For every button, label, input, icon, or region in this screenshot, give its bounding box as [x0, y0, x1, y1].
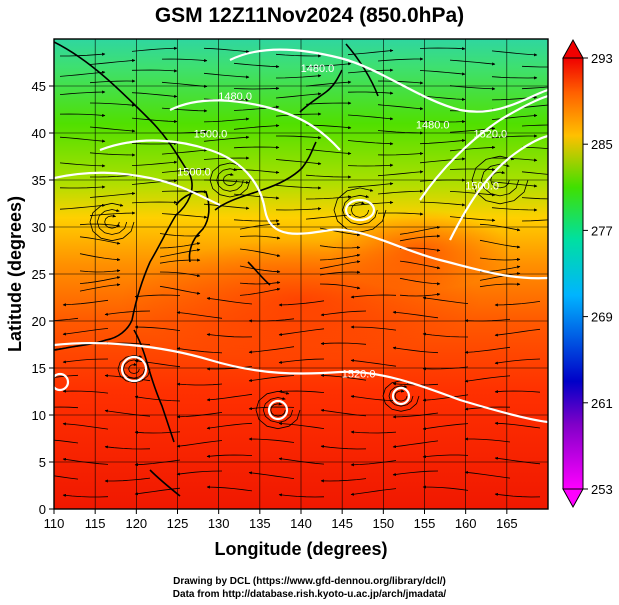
y-tick-label: 5 — [39, 455, 46, 470]
y-tick-label: 40 — [32, 126, 46, 141]
x-tick-label: 160 — [455, 516, 477, 531]
contour-label: 1500.0 — [194, 129, 228, 141]
colorbar-ticks: 253 261 269 277 285 293 — [583, 51, 613, 497]
x-axis-ticks: 110 115 120 125 130 135 140 145 150 155 160 165 — [44, 509, 518, 531]
y-tick-label: 10 — [32, 408, 46, 423]
colorbar-tick-label: 293 — [591, 51, 613, 66]
credit-drawing: Drawing by DCL (https://www.gfd-dennou.o… — [173, 576, 446, 587]
x-tick-label: 110 — [44, 516, 65, 531]
graticule — [54, 39, 548, 509]
y-tick-label: 20 — [32, 314, 46, 329]
x-tick-label: 130 — [208, 516, 230, 531]
contour-label: 1480.0 — [301, 63, 335, 75]
contour-labels: 1480.0 1480.0 1480.0 1500.0 1520.0 1500.0 1500… — [177, 63, 508, 380]
y-axis-ticks: 0 5 10 15 20 25 30 35 40 45 — [32, 79, 54, 517]
map-title: GSM 12Z11Nov2024 (850.0hPa) — [154, 4, 465, 27]
colorbar-bottom-cap — [562, 488, 584, 509]
y-tick-label: 0 — [39, 502, 46, 517]
colorbar-tick-label: 269 — [591, 310, 613, 325]
x-tick-label: 120 — [125, 516, 147, 531]
contour-label: 1500.0 — [177, 166, 211, 178]
x-tick-label: 115 — [85, 516, 106, 531]
x-tick-label: 125 — [167, 516, 189, 531]
colorbar-tick-label: 261 — [591, 396, 613, 411]
colorbar-tick-label: 253 — [591, 482, 613, 497]
colorbar-top-cap — [562, 38, 584, 59]
contour-label: 1480.0 — [416, 119, 450, 131]
x-axis-title: Longitude (degrees) — [214, 539, 387, 559]
x-tick-label: 135 — [249, 516, 271, 531]
y-axis-title: Latitude (degrees) — [5, 196, 25, 352]
y-tick-label: 15 — [32, 361, 46, 376]
y-tick-label: 25 — [32, 267, 46, 282]
height-contours — [54, 48, 548, 424]
credit-data-source: Data from http://database.rish.kyoto-u.a… — [172, 589, 447, 600]
y-tick-label: 30 — [32, 220, 46, 235]
x-tick-label: 165 — [496, 516, 518, 531]
wind-streamlines — [54, 46, 548, 498]
colorbar-tick-label: 277 — [591, 223, 613, 238]
contour-label: 1520.0 — [342, 368, 376, 380]
y-tick-label: 35 — [32, 173, 46, 188]
contour-label: 1500.0 — [465, 180, 499, 192]
x-tick-label: 155 — [414, 516, 436, 531]
colorbar: 253 261 269 277 285 293 — [562, 38, 613, 509]
colorbar-tick-label: 285 — [591, 137, 613, 152]
colorbar-scale — [562, 57, 584, 490]
contour-label: 1520.0 — [474, 129, 508, 141]
x-tick-label: 145 — [331, 516, 353, 531]
x-tick-label: 140 — [290, 516, 312, 531]
y-tick-label: 45 — [32, 79, 46, 94]
x-tick-label: 150 — [372, 516, 394, 531]
contour-label: 1480.0 — [218, 91, 252, 103]
